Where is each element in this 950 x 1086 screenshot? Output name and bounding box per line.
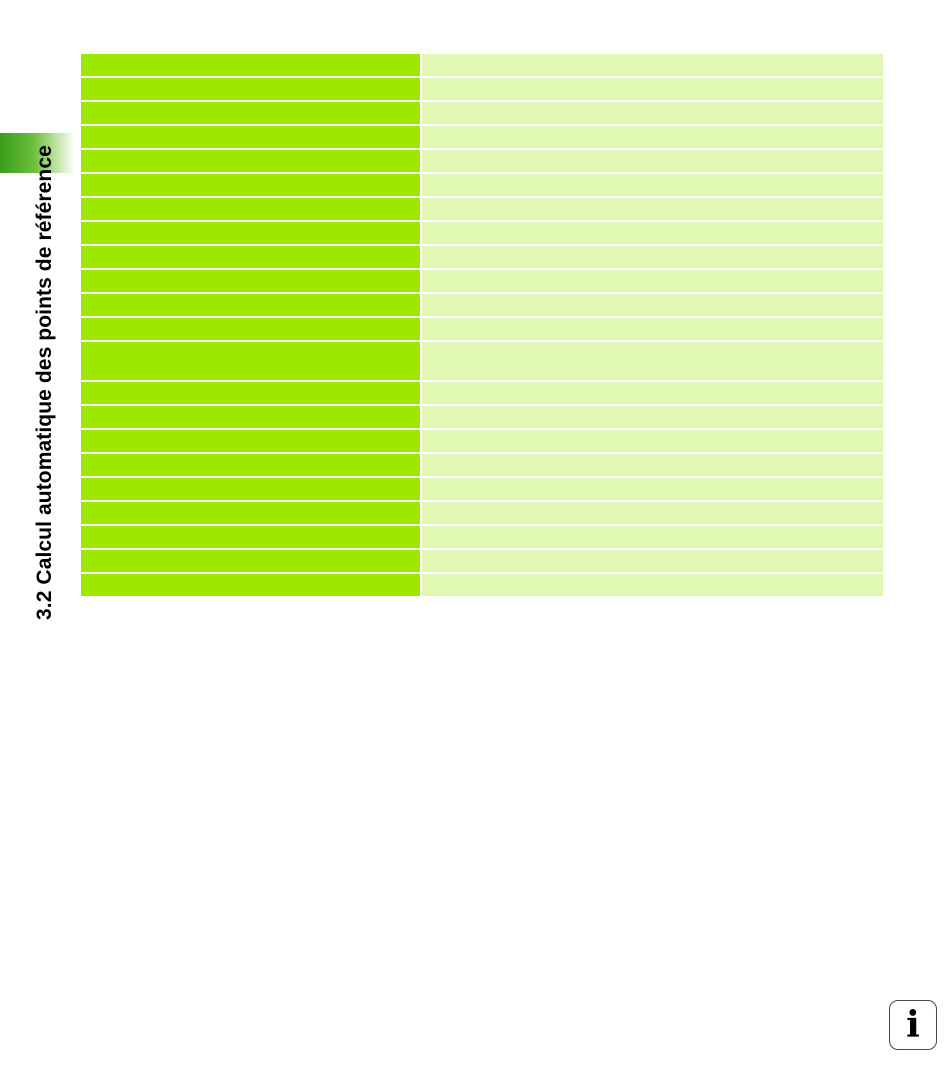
table-cell-key xyxy=(81,526,420,548)
table-cell-value xyxy=(422,174,883,196)
table-row xyxy=(81,454,883,476)
table-row xyxy=(81,198,883,220)
table-row xyxy=(81,430,883,452)
table-cell-value xyxy=(422,550,883,572)
table-cell-key xyxy=(81,478,420,500)
info-icon: i xyxy=(906,1004,920,1046)
section-tab-marker xyxy=(0,133,75,173)
table-row xyxy=(81,246,883,268)
table-cell-key xyxy=(81,78,420,100)
table-row xyxy=(81,294,883,316)
table-cell-key xyxy=(81,342,420,380)
table-cell-value xyxy=(422,318,883,340)
table-cell-key xyxy=(81,150,420,172)
table-cell-value xyxy=(422,78,883,100)
parameter-table xyxy=(81,54,883,598)
table-row xyxy=(81,126,883,148)
table-cell-value xyxy=(422,126,883,148)
table-row xyxy=(81,526,883,548)
table-cell-value xyxy=(422,294,883,316)
table-row xyxy=(81,54,883,76)
table-cell-key xyxy=(81,222,420,244)
table-row xyxy=(81,150,883,172)
table-cell-key xyxy=(81,430,420,452)
table-cell-key xyxy=(81,318,420,340)
table-cell-value xyxy=(422,526,883,548)
table-cell-key xyxy=(81,54,420,76)
info-button[interactable]: i xyxy=(889,1000,937,1050)
table-cell-key xyxy=(81,382,420,404)
table-row xyxy=(81,318,883,340)
table-cell-key xyxy=(81,246,420,268)
table-row xyxy=(81,222,883,244)
table-cell-key xyxy=(81,270,420,292)
table-cell-key xyxy=(81,174,420,196)
table-cell-value xyxy=(422,574,883,596)
table-row xyxy=(81,550,883,572)
table-cell-key xyxy=(81,126,420,148)
table-row xyxy=(81,502,883,524)
table-row xyxy=(81,78,883,100)
table-row xyxy=(81,102,883,124)
table-cell-value xyxy=(422,478,883,500)
table-row xyxy=(81,342,883,380)
table-cell-value xyxy=(422,54,883,76)
table-row xyxy=(81,174,883,196)
table-cell-value xyxy=(422,102,883,124)
table-cell-value xyxy=(422,406,883,428)
table-cell-key xyxy=(81,198,420,220)
table-cell-value xyxy=(422,150,883,172)
table-cell-key xyxy=(81,502,420,524)
table-cell-key xyxy=(81,294,420,316)
section-title: 3.2 Calcul automatique des points de réf… xyxy=(33,145,56,620)
table-cell-value xyxy=(422,198,883,220)
table-cell-key xyxy=(81,406,420,428)
table-row xyxy=(81,270,883,292)
table-row xyxy=(81,574,883,596)
table-cell-value xyxy=(422,382,883,404)
table-cell-key xyxy=(81,574,420,596)
table-cell-key xyxy=(81,454,420,476)
table-cell-key xyxy=(81,550,420,572)
table-cell-value xyxy=(422,454,883,476)
table-row xyxy=(81,406,883,428)
table-cell-value xyxy=(422,502,883,524)
table-cell-value xyxy=(422,430,883,452)
table-cell-key xyxy=(81,102,420,124)
table-cell-value xyxy=(422,222,883,244)
table-row xyxy=(81,478,883,500)
table-row xyxy=(81,382,883,404)
table-cell-value xyxy=(422,270,883,292)
table-cell-value xyxy=(422,246,883,268)
table-cell-value xyxy=(422,342,883,380)
